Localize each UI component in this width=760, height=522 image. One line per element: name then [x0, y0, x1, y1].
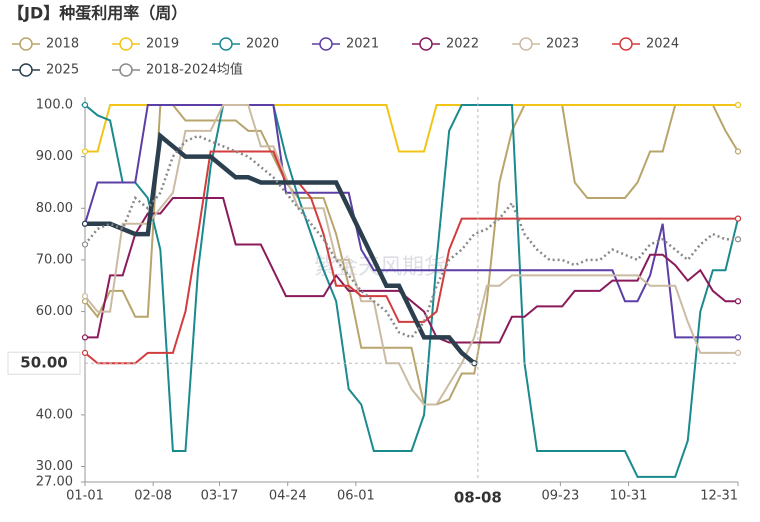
x-tick-label: 03-17	[201, 489, 239, 504]
point-marker	[734, 298, 742, 305]
legend-label: 2020	[246, 37, 279, 52]
x-tick-label: 12-31	[700, 489, 738, 504]
legend-swatch-marker	[419, 37, 433, 51]
point-marker	[81, 334, 89, 341]
cursor-x-label: 08-08	[454, 489, 502, 507]
cursor-y-box	[7, 351, 81, 375]
x-tick-label: 04-24	[269, 489, 307, 504]
legend-swatch-marker	[619, 37, 633, 51]
legend-label: 2023	[546, 37, 579, 52]
point-marker	[81, 241, 89, 248]
legend-swatch-marker	[119, 37, 133, 51]
point-marker	[81, 101, 89, 109]
chart-title: 【JD】种蛋利用率（周）	[8, 4, 187, 23]
legend-swatch-marker	[119, 63, 133, 77]
y-tick-label: 80.00	[36, 201, 73, 216]
point-marker	[734, 148, 742, 155]
legend-swatch-marker	[19, 37, 33, 51]
cursor-x-box	[437, 486, 518, 508]
series-line	[84, 150, 738, 365]
y-tick-label: 60.00	[36, 304, 73, 319]
y-tick-label: 30.00	[36, 459, 73, 474]
series-line	[84, 104, 738, 406]
x-tick-label: 01-01	[66, 489, 104, 504]
point-marker	[734, 334, 742, 341]
y-tick-label: 40.00	[36, 407, 73, 422]
point-marker	[81, 292, 89, 300]
point-marker	[734, 215, 742, 222]
y-tick-label: 27.00	[36, 475, 73, 490]
legend-label: 2018-2024均值	[146, 62, 243, 78]
x-tick-label: 06-01	[337, 489, 375, 504]
cursor-y-label: 50.00	[20, 354, 67, 372]
y-tick-label: 70.00	[36, 252, 73, 267]
legend-label: 2024	[646, 37, 679, 52]
point-marker	[81, 148, 89, 155]
point-marker	[734, 236, 742, 243]
point-marker	[81, 220, 89, 227]
legend-label: 2025	[46, 63, 79, 78]
y-tick-label: 90.00	[36, 149, 73, 164]
series-line	[84, 104, 739, 406]
x-tick-label: 09-23	[542, 489, 580, 504]
series-line	[85, 131, 476, 365]
x-tick-label: 02-08	[134, 489, 172, 504]
series-line	[85, 196, 738, 344]
legend-label: 2021	[346, 37, 379, 52]
point-marker	[81, 349, 89, 356]
y-tick-label: 100.0	[36, 98, 73, 113]
legend-label: 2022	[446, 37, 479, 52]
series-line	[84, 104, 739, 478]
legend-swatch-marker	[219, 37, 233, 51]
legend-swatch-marker	[19, 63, 33, 77]
x-tick-label: 10-31	[610, 489, 648, 504]
series-line	[84, 104, 738, 339]
legend-label: 2019	[146, 37, 179, 52]
point-marker	[734, 101, 742, 109]
legend-swatch-marker	[519, 37, 533, 51]
point-marker	[734, 349, 742, 356]
legend-label: 2018	[46, 37, 79, 52]
legend-swatch-marker	[319, 37, 333, 51]
